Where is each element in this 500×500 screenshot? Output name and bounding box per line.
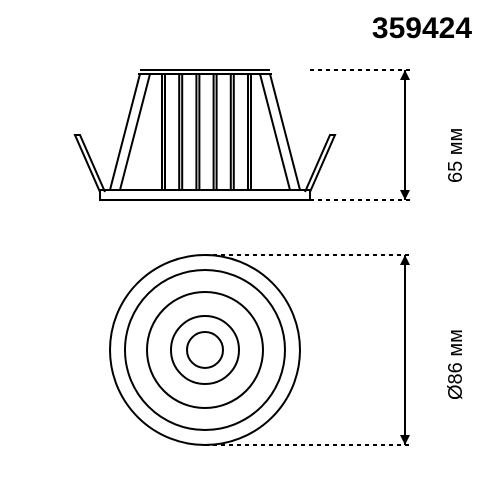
diameter-dimension-label: Ø86 мм (445, 300, 468, 430)
technical-drawing (0, 0, 500, 500)
height-dimension-label: 65 мм (445, 110, 468, 200)
diagram-canvas: 359424 65 мм Ø86 мм (0, 0, 500, 500)
